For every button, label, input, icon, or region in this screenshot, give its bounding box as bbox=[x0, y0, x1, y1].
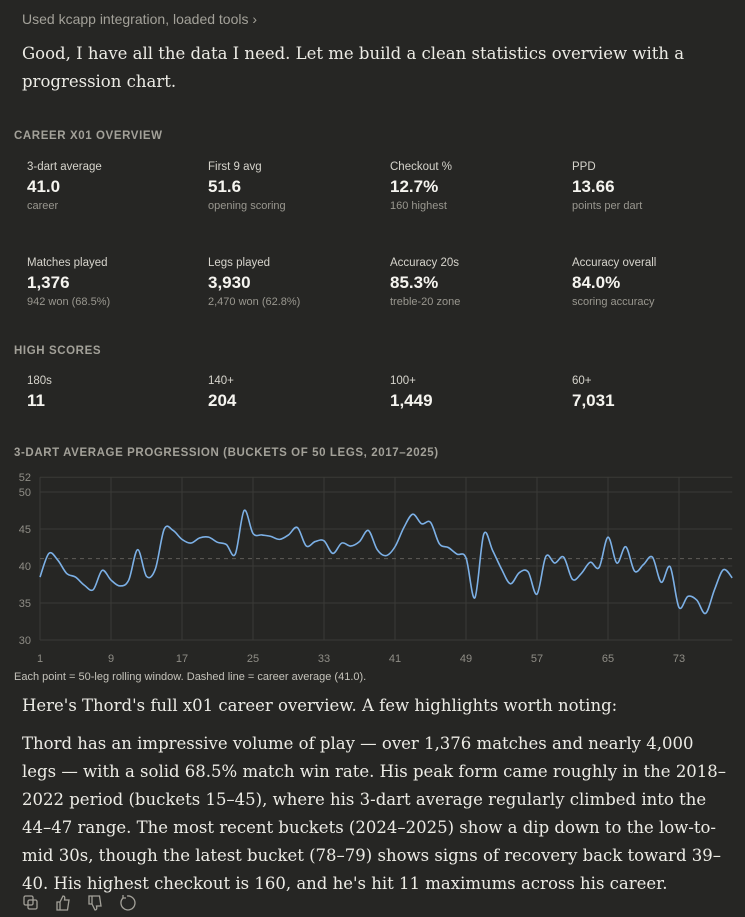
thumbs-up-icon[interactable] bbox=[54, 894, 72, 912]
stat-value: 7,031 bbox=[572, 391, 615, 410]
message-actions bbox=[22, 894, 136, 912]
x-tick-label: 1 bbox=[37, 653, 43, 665]
tool-status: Used kcapp integration, loaded tools bbox=[22, 11, 249, 27]
stat-card: Checkout % 12.7% 160 highest bbox=[390, 161, 565, 212]
stat-value: 204 bbox=[208, 391, 237, 410]
stat-label: 140+ bbox=[208, 375, 234, 387]
overview-title: CAREER X01 OVERVIEW bbox=[14, 130, 163, 142]
stat-label: 3-dart average bbox=[27, 161, 102, 173]
summary-lead: Here's Thord's full x01 career overview.… bbox=[22, 696, 618, 715]
stat-value: 51.6 bbox=[208, 177, 242, 196]
stat-card: Accuracy overall 84.0% scoring accuracy bbox=[572, 257, 745, 308]
chevron-right-icon: › bbox=[252, 11, 258, 27]
y-tick-label: 50 bbox=[19, 487, 31, 499]
stat-card: 60+ 7,031 bbox=[572, 375, 745, 411]
progression-chart: 30 35 40 45 50 52 1 9 17 25 33 41 49 57 65 73 bbox=[19, 472, 733, 665]
summary-body: Thord has an impressive volume of play —… bbox=[22, 734, 727, 893]
stat-value: 13.66 bbox=[572, 177, 615, 196]
stat-value: 12.7% bbox=[390, 177, 439, 196]
x-tick-label: 49 bbox=[460, 653, 472, 665]
stat-card: Matches played 1,376 942 won (68.5%) bbox=[27, 257, 202, 308]
chart-title: 3-DART AVERAGE PROGRESSION (BUCKETS OF 5… bbox=[14, 447, 439, 459]
stat-sub: 160 highest bbox=[390, 200, 447, 212]
stat-card: 100+ 1,449 bbox=[390, 375, 565, 411]
stat-value: 1,376 bbox=[27, 273, 70, 292]
stat-value: 41.0 bbox=[27, 177, 61, 196]
stat-value: 85.3% bbox=[390, 273, 439, 292]
stat-card: 180s 11 bbox=[27, 375, 202, 411]
stat-sub: scoring accuracy bbox=[572, 296, 655, 308]
stat-sub: treble-20 zone bbox=[390, 296, 461, 308]
stat-card: First 9 avg 51.6 opening scoring bbox=[208, 161, 383, 212]
stat-card: Legs played 3,930 2,470 won (62.8%) bbox=[208, 257, 383, 308]
stat-label: PPD bbox=[572, 161, 596, 173]
stat-card: 3-dart average 41.0 career bbox=[27, 161, 202, 212]
stat-label: First 9 avg bbox=[208, 161, 262, 173]
chart-caption: Each point = 50-leg rolling window. Dash… bbox=[14, 671, 367, 683]
stat-sub: career bbox=[27, 200, 59, 212]
x-tick-label: 41 bbox=[389, 653, 401, 665]
x-tick-label: 33 bbox=[318, 653, 330, 665]
thumbs-down-icon[interactable] bbox=[86, 894, 104, 912]
stat-card: 140+ 204 bbox=[208, 375, 383, 411]
stat-value: 1,449 bbox=[390, 391, 433, 410]
stat-card: PPD 13.66 points per dart bbox=[572, 161, 745, 212]
y-tick-label: 52 bbox=[19, 472, 31, 484]
high-scores-title: HIGH SCORES bbox=[14, 345, 102, 357]
stat-label: Accuracy overall bbox=[572, 257, 657, 269]
intro-text: Good, I have all the data I need. Let me… bbox=[22, 44, 685, 91]
tool-usage-toggle[interactable]: Used kcapp integration, loaded tools › bbox=[22, 11, 257, 27]
x-tick-label: 65 bbox=[602, 653, 614, 665]
stat-sub: opening scoring bbox=[208, 200, 286, 212]
stat-sub: points per dart bbox=[572, 200, 643, 212]
average-series-line bbox=[39, 509, 733, 615]
stat-card: Accuracy 20s 85.3% treble-20 zone bbox=[390, 257, 565, 308]
stat-label: Matches played bbox=[27, 257, 108, 269]
stat-value: 3,930 bbox=[208, 273, 251, 292]
x-tick-label: 73 bbox=[673, 653, 685, 665]
x-tick-label: 57 bbox=[531, 653, 543, 665]
y-tick-label: 45 bbox=[19, 524, 31, 536]
x-tick-label: 25 bbox=[247, 653, 259, 665]
stat-sub: 942 won (68.5%) bbox=[27, 296, 111, 308]
y-tick-label: 35 bbox=[19, 598, 31, 610]
stat-label: Legs played bbox=[208, 257, 271, 269]
stat-sub: 2,470 won (62.8%) bbox=[208, 296, 301, 308]
stat-label: 60+ bbox=[572, 375, 592, 387]
y-tick-label: 40 bbox=[19, 561, 31, 573]
stat-label: 100+ bbox=[390, 375, 416, 387]
x-tick-label: 17 bbox=[176, 653, 188, 665]
retry-icon[interactable] bbox=[118, 894, 136, 912]
stat-label: Accuracy 20s bbox=[390, 257, 460, 269]
y-tick-label: 30 bbox=[19, 635, 31, 647]
stat-label: Checkout % bbox=[390, 161, 453, 173]
stat-label: 180s bbox=[27, 375, 52, 387]
x-tick-label: 9 bbox=[108, 653, 114, 665]
stat-value: 84.0% bbox=[572, 273, 621, 292]
copy-icon[interactable] bbox=[22, 894, 40, 912]
stat-value: 11 bbox=[27, 391, 45, 410]
